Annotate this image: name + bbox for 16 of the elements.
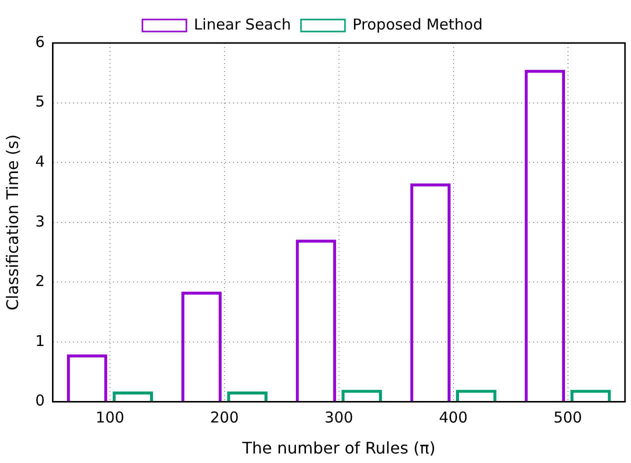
y-tick-label: 1 xyxy=(35,332,45,350)
x-tick-label: 300 xyxy=(324,408,354,427)
x-tick-label: 100 xyxy=(96,408,124,427)
x-tick-label: 400 xyxy=(439,408,468,427)
y-tick-label: 4 xyxy=(35,152,45,170)
legend-label: Proposed Method xyxy=(352,15,483,34)
y-axis-title: Classification Time (s) xyxy=(2,134,22,310)
x-tick-label: 200 xyxy=(210,408,239,427)
y-tick-label: 2 xyxy=(35,272,45,290)
y-tick-label: 5 xyxy=(35,92,45,111)
x-tick-label: 500 xyxy=(553,408,582,427)
legend-label: Linear Seach xyxy=(194,15,292,34)
y-tick-label: 3 xyxy=(35,212,45,230)
y-tick-label: 6 xyxy=(35,32,45,51)
y-tick-label: 0 xyxy=(35,392,45,410)
x-axis-title: The number of Rules (π) xyxy=(241,438,436,458)
